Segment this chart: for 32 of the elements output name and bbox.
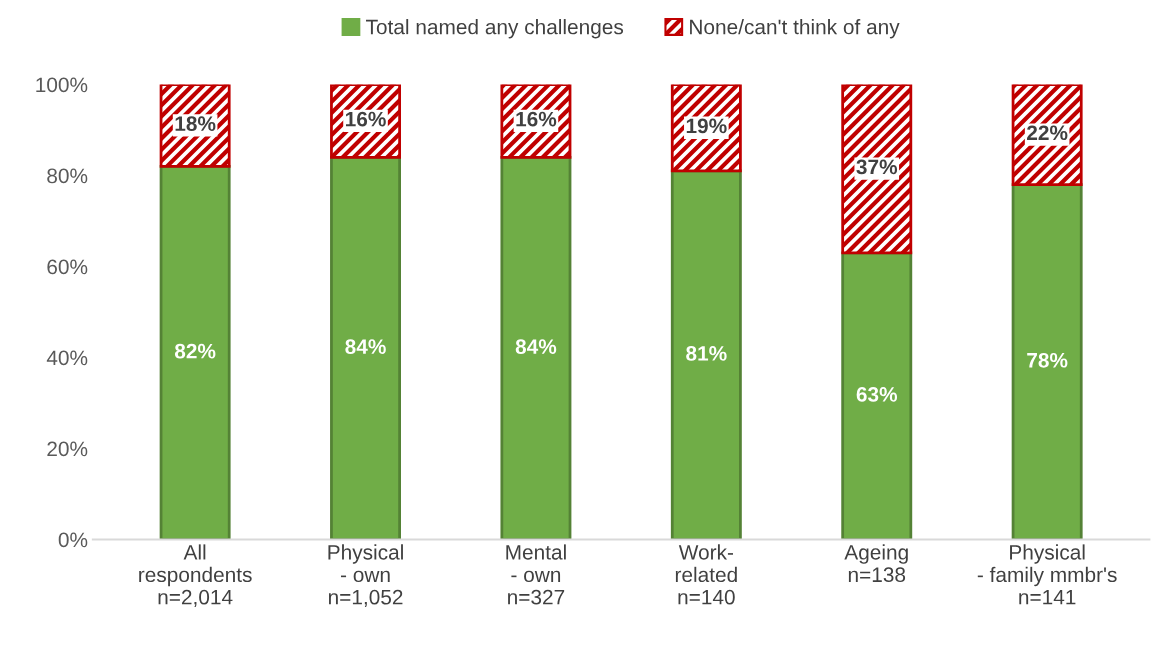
data-label: 81% xyxy=(686,346,727,361)
x-tick-label: Work- related n=140 xyxy=(675,544,737,605)
bar xyxy=(159,165,231,540)
x-tick-label: Ageing n=138 xyxy=(844,544,908,583)
data-label: 78% xyxy=(1027,352,1068,368)
data-label: 16% xyxy=(516,111,557,127)
y-tick-label: 80% xyxy=(47,168,88,184)
legend-label: None/can't think of any xyxy=(690,19,900,39)
x-tick-label: All respondents n=2,014 xyxy=(139,544,252,607)
y-tick-label: 0% xyxy=(58,532,88,548)
x-tick-label: Physical - own n=1,052 xyxy=(328,544,403,607)
x-tick-label: Mental - own n=327 xyxy=(506,544,566,605)
y-tick-label: 40% xyxy=(46,350,88,366)
data-label: 18% xyxy=(175,116,216,132)
bar xyxy=(1011,183,1083,540)
bar xyxy=(841,251,913,540)
data-label: 84% xyxy=(515,339,557,354)
x-tick-label: Physical - family mmbr's n=141 xyxy=(977,544,1117,605)
y-tick-label: 60% xyxy=(47,259,88,275)
legend-label: Total named any challenges xyxy=(366,19,624,39)
data-label: 16% xyxy=(345,111,386,127)
data-label: 19% xyxy=(686,118,727,134)
bar xyxy=(841,84,913,255)
data-label: 37% xyxy=(856,159,898,175)
bar xyxy=(670,169,742,540)
y-tick-label: 100% xyxy=(36,77,88,93)
data-label: 84% xyxy=(345,339,386,354)
data-label: 63% xyxy=(856,387,898,402)
bar xyxy=(1011,84,1083,186)
y-tick-label: 20% xyxy=(47,441,88,457)
data-label: 22% xyxy=(1027,125,1068,141)
data-label: 82% xyxy=(174,343,216,359)
